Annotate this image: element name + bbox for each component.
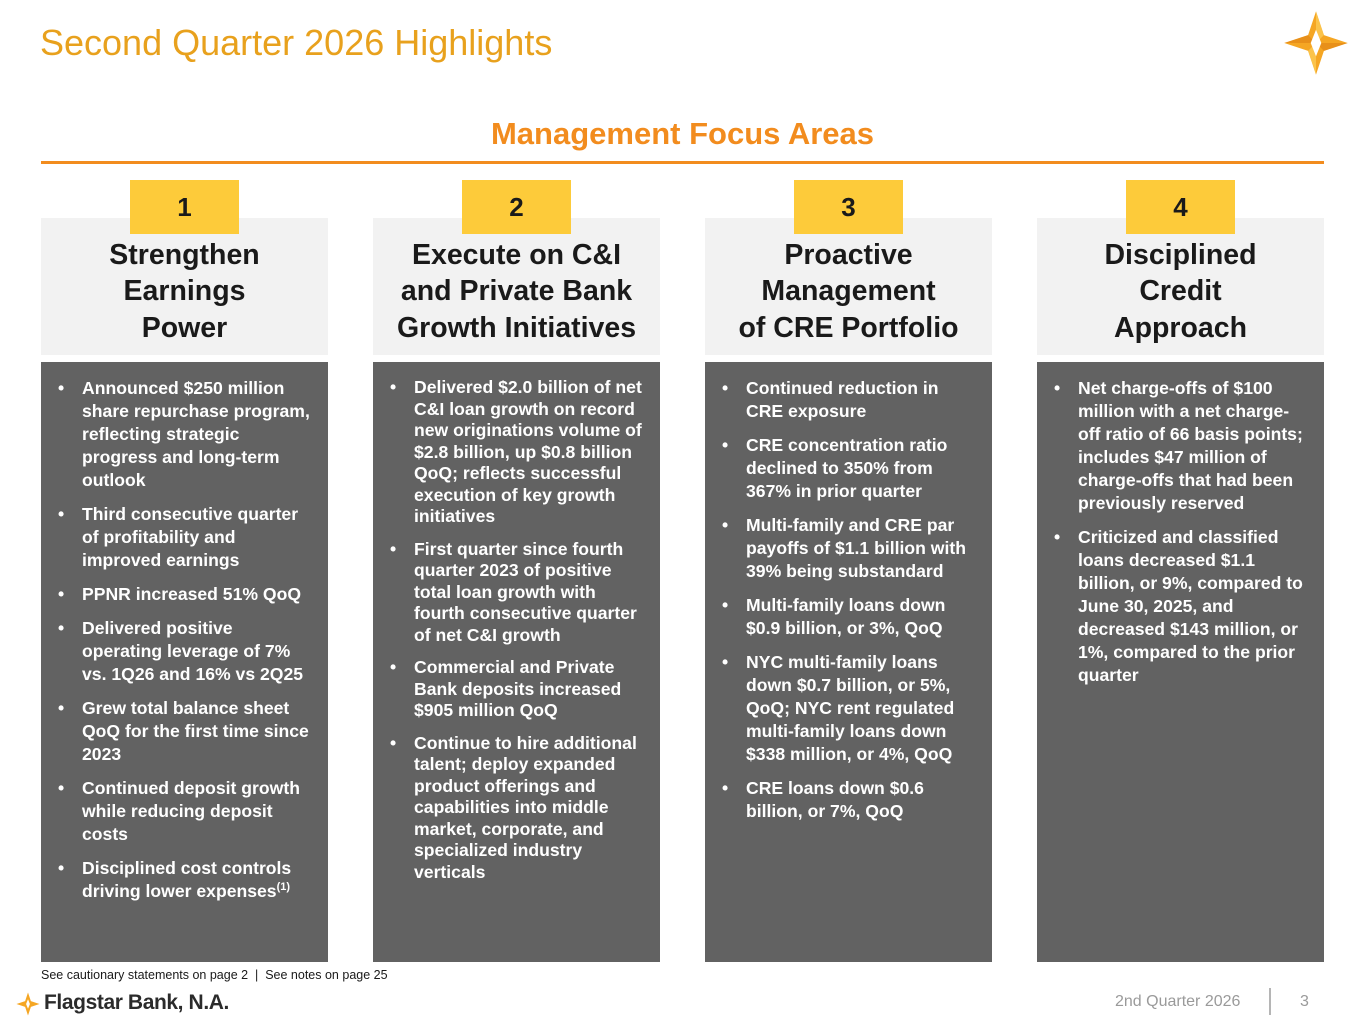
focus-heading-panel: Proactive Management of CRE Portfolio [705, 218, 992, 355]
list-item: Multi-family and CRE par payoffs of $1.1… [722, 514, 978, 583]
focus-number-badge: 1 [130, 180, 239, 234]
section-divider [41, 161, 1324, 164]
list-item: CRE concentration ratio declined to 350%… [722, 434, 978, 503]
footnote-marker: (1) [276, 881, 291, 894]
focus-bullets-panel: Net charge-offs of $100 million with a n… [1037, 362, 1324, 962]
list-item: CRE loans down $0.6 billion, or 7%, QoQ [722, 777, 978, 823]
list-item: Grew total balance sheet QoQ for the fir… [58, 697, 314, 766]
focus-heading-panel: Disciplined Credit Approach [1037, 218, 1324, 355]
list-item: Announced $250 million share repurchase … [58, 377, 314, 492]
list-item: Continued reduction in CRE exposure [722, 377, 978, 423]
list-item: Third consecutive quarter of profitabili… [58, 503, 314, 572]
bullet-list: Net charge-offs of $100 million with a n… [1054, 377, 1310, 687]
list-item: First quarter since fourth quarter 2023 … [390, 539, 646, 647]
footnote: See cautionary statements on page 2 | Se… [41, 968, 388, 982]
focus-heading: Execute on C&I and Private Bank Growth I… [396, 238, 637, 344]
list-item: NYC multi-family loans down $0.7 billion… [722, 651, 978, 766]
focus-number-badge: 4 [1126, 180, 1235, 234]
focus-heading: Proactive Management of CRE Portfolio [738, 238, 959, 344]
focus-bullets-panel: Delivered $2.0 billion of net C&I loan g… [373, 362, 660, 962]
list-item: Criticized and classified loans decrease… [1054, 526, 1310, 687]
list-item-text: Disciplined cost controls driving lower … [82, 858, 292, 901]
list-item: Net charge-offs of $100 million with a n… [1054, 377, 1310, 515]
list-item: Delivered positive operating leverage of… [58, 617, 314, 686]
focus-area-3: 3 Proactive Management of CRE Portfolio … [705, 180, 992, 962]
focus-bullets-panel: Continued reduction in CRE exposure CRE … [705, 362, 992, 962]
focus-area-1: 1 Strengthen Earnings Power Announced $2… [41, 180, 328, 962]
focus-area-2: 2 Execute on C&I and Private Bank Growth… [373, 180, 660, 962]
flagstar-star-small-icon [16, 992, 40, 1016]
list-item: PPNR increased 51% QoQ [58, 583, 314, 606]
footer-divider [1269, 988, 1271, 1015]
bullet-list: Delivered $2.0 billion of net C&I loan g… [390, 377, 646, 884]
focus-heading-panel: Strengthen Earnings Power [41, 218, 328, 355]
list-item: Disciplined cost controls driving lower … [58, 857, 314, 903]
focus-heading-panel: Execute on C&I and Private Bank Growth I… [373, 218, 660, 355]
list-item: Commercial and Private Bank deposits inc… [390, 657, 646, 722]
bullet-list: Continued reduction in CRE exposure CRE … [722, 377, 978, 823]
section-title: Management Focus Areas [490, 116, 875, 151]
page-title: Second Quarter 2026 Highlights [40, 22, 553, 63]
list-item: Delivered $2.0 billion of net C&I loan g… [390, 377, 646, 528]
list-item: Multi-family loans down $0.9 billion, or… [722, 594, 978, 640]
footer-period: 2nd Quarter 2026 [1115, 993, 1241, 1010]
flagstar-star-logo-icon [1284, 11, 1348, 75]
focus-heading: Strengthen Earnings Power [109, 238, 260, 344]
page-number: 3 [1300, 993, 1309, 1010]
focus-bullets-panel: Announced $250 million share repurchase … [41, 362, 328, 962]
focus-number-badge: 3 [794, 180, 903, 234]
focus-number-badge: 2 [462, 180, 571, 234]
footer-brand: Flagstar Bank, N.A. [44, 991, 229, 1014]
focus-area-4: 4 Disciplined Credit Approach Net charge… [1037, 180, 1324, 962]
bullet-list: Announced $250 million share repurchase … [58, 377, 314, 903]
focus-heading: Disciplined Credit Approach [1104, 238, 1257, 344]
list-item: Continue to hire additional talent; depl… [390, 733, 646, 884]
list-item: Continued deposit growth while reducing … [58, 777, 314, 846]
